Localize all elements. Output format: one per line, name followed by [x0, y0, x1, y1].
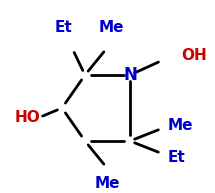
Text: HO: HO — [15, 111, 41, 125]
Text: Me: Me — [94, 175, 120, 190]
Text: N: N — [123, 66, 137, 84]
Text: Me: Me — [168, 118, 194, 133]
Text: Me: Me — [98, 20, 124, 36]
Text: OH: OH — [181, 47, 207, 63]
Text: Et: Et — [168, 151, 186, 166]
Text: Et: Et — [54, 20, 72, 36]
